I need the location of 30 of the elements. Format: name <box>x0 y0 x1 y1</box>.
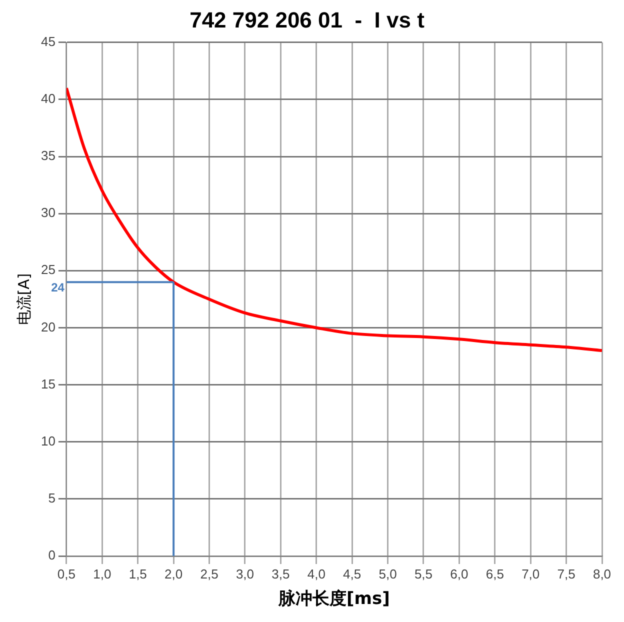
x-tick-label: 2,5 <box>200 566 218 582</box>
x-tick-label: 3,5 <box>272 566 290 582</box>
ref-line-label: 24 <box>51 280 65 294</box>
x-axis-title: 脉冲长度[ms] <box>278 589 390 610</box>
y-tick-label: 25 <box>40 262 56 278</box>
x-tick-label: 4,0 <box>307 566 326 582</box>
y-tick-label: 45 <box>40 34 56 49</box>
y-tick-label: 35 <box>40 148 56 164</box>
y-axis-title: 电流[A] <box>14 273 33 326</box>
y-tick-label: 40 <box>40 91 56 106</box>
x-tick-label: 7,5 <box>557 566 576 582</box>
x-tick-label: 5,0 <box>378 566 397 582</box>
x-tick-label: 3,0 <box>236 566 254 582</box>
x-tick-label: 1,0 <box>93 566 112 582</box>
chart-title: 742 792 206 01 - I vs t <box>190 7 426 32</box>
x-tick-label: 8,0 <box>592 566 612 582</box>
y-tick-label: 20 <box>40 319 56 334</box>
x-tick-label: 4,5 <box>343 566 362 582</box>
x-tick-label: 2,0 <box>164 566 183 582</box>
x-tick-label: 6,5 <box>486 566 504 582</box>
x-tick-label: 5,5 <box>414 566 433 582</box>
y-tick-label: 30 <box>40 205 56 220</box>
y-tick-label: 15 <box>40 376 56 392</box>
x-tick-label: 6,0 <box>450 566 468 582</box>
y-tick-label: 5 <box>48 490 56 506</box>
x-tick-label: 1,5 <box>128 566 147 582</box>
y-tick-label: 10 <box>40 433 56 448</box>
x-tick-label: 7,0 <box>522 566 540 582</box>
y-tick-label: 0 <box>48 548 56 563</box>
x-tick-label: 0,5 <box>57 566 76 582</box>
